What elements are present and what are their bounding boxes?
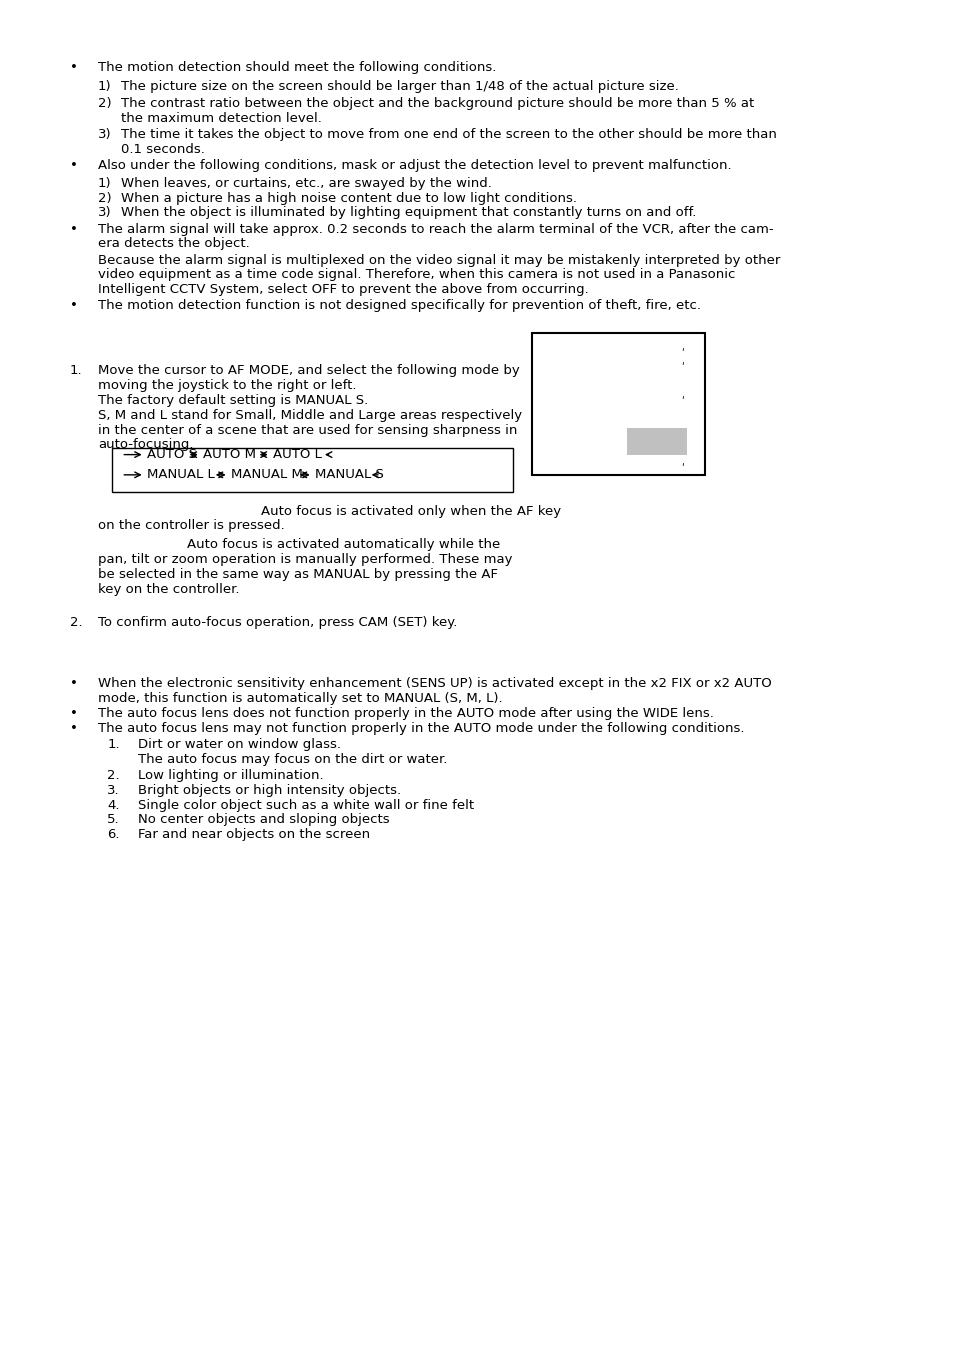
Text: •: • [70,61,78,74]
Text: Far and near objects on the screen: Far and near objects on the screen [138,828,370,842]
Text: 5.: 5. [108,813,120,827]
Text: When leaves, or curtains, etc., are swayed by the wind.: When leaves, or curtains, etc., are sway… [121,177,492,190]
Text: ʹ: ʹ [680,349,683,359]
Text: The alarm signal will take approx. 0.2 seconds to reach the alarm terminal of th: The alarm signal will take approx. 0.2 s… [98,223,773,236]
Text: 1): 1) [98,177,112,190]
Text: The factory default setting is MANUAL S.: The factory default setting is MANUAL S. [98,394,368,407]
Text: ʹ: ʹ [680,363,683,372]
Text: mode, this function is automatically set to MANUAL (S, M, L).: mode, this function is automatically set… [98,692,502,706]
Text: The contrast ratio between the object and the background picture should be more : The contrast ratio between the object an… [121,97,754,111]
Text: in the center of a scene that are used for sensing sharpness in: in the center of a scene that are used f… [98,424,517,437]
Text: moving the joystick to the right or left.: moving the joystick to the right or left… [98,379,356,393]
Text: AUTO S: AUTO S [147,448,196,461]
Text: video equipment as a time code signal. Therefore, when this camera is not used i: video equipment as a time code signal. T… [98,268,735,282]
Text: 6.: 6. [108,828,120,842]
Text: Also under the following conditions, mask or adjust the detection level to preve: Also under the following conditions, mas… [98,159,731,173]
Text: MANUAL L: MANUAL L [147,468,214,482]
Text: Auto focus is activated automatically while the: Auto focus is activated automatically wh… [187,538,499,552]
Text: Low lighting or illumination.: Low lighting or illumination. [138,769,323,782]
Text: No center objects and sloping objects: No center objects and sloping objects [138,813,390,827]
Text: The motion detection function is not designed specifically for prevention of the: The motion detection function is not des… [98,299,700,313]
Text: 2): 2) [98,97,112,111]
Text: 1.: 1. [70,364,83,378]
Text: be selected in the same way as MANUAL by pressing the AF: be selected in the same way as MANUAL by… [98,568,497,581]
Text: on the controller is pressed.: on the controller is pressed. [98,519,284,533]
Text: The auto focus may focus on the dirt or water.: The auto focus may focus on the dirt or … [138,753,447,766]
Text: key on the controller.: key on the controller. [98,583,239,596]
Bar [532,333,704,475]
Text: ʹ: ʹ [680,464,683,473]
Text: 2): 2) [98,192,112,205]
Text: Bright objects or high intensity objects.: Bright objects or high intensity objects… [138,784,401,797]
Text: S, M and L stand for Small, Middle and Large areas respectively: S, M and L stand for Small, Middle and L… [98,409,521,422]
Text: 1): 1) [98,80,112,93]
FancyBboxPatch shape [112,448,513,492]
Bar [626,428,687,455]
Text: •: • [70,707,78,720]
Text: Dirt or water on window glass.: Dirt or water on window glass. [138,738,341,751]
Text: When a picture has a high noise content due to low light conditions.: When a picture has a high noise content … [121,192,577,205]
Text: 3): 3) [98,206,112,220]
Text: ʹ: ʹ [680,397,683,407]
Text: pan, tilt or zoom operation is manually performed. These may: pan, tilt or zoom operation is manually … [98,553,512,567]
Text: MANUAL M: MANUAL M [232,468,303,482]
Text: •: • [70,722,78,735]
Text: 4.: 4. [108,799,120,812]
Text: Move the cursor to AF MODE, and select the following mode by: Move the cursor to AF MODE, and select t… [98,364,519,378]
Text: Intelligent CCTV System, select OFF to prevent the above from occurring.: Intelligent CCTV System, select OFF to p… [98,283,588,297]
Text: The auto focus lens does not function properly in the AUTO mode after using the : The auto focus lens does not function pr… [98,707,713,720]
Text: the maximum detection level.: the maximum detection level. [121,112,322,125]
Text: •: • [70,159,78,173]
Text: auto-focusing.: auto-focusing. [98,438,193,452]
Text: •: • [70,677,78,691]
Text: 3): 3) [98,128,112,142]
Text: 2.: 2. [70,616,83,630]
Text: To confirm auto-focus operation, press CAM (SET) key.: To confirm auto-focus operation, press C… [98,616,456,630]
Text: When the electronic sensitivity enhancement (SENS UP) is activated except in the: When the electronic sensitivity enhancem… [98,677,771,691]
Text: The time it takes the object to move from one end of the screen to the other sho: The time it takes the object to move fro… [121,128,777,142]
Text: 1.: 1. [108,738,120,751]
Text: •: • [70,299,78,313]
Text: era detects the object.: era detects the object. [98,237,250,251]
Text: The motion detection should meet the following conditions.: The motion detection should meet the fol… [98,61,496,74]
Text: The auto focus lens may not function properly in the AUTO mode under the followi: The auto focus lens may not function pro… [98,722,743,735]
Text: MANUAL S: MANUAL S [314,468,383,482]
Text: Auto focus is activated only when the AF key: Auto focus is activated only when the AF… [261,505,561,518]
Text: Single color object such as a white wall or fine felt: Single color object such as a white wall… [138,799,474,812]
Text: 2.: 2. [108,769,120,782]
Text: 0.1 seconds.: 0.1 seconds. [121,143,205,156]
Text: When the object is illuminated by lighting equipment that constantly turns on an: When the object is illuminated by lighti… [121,206,696,220]
Text: Because the alarm signal is multiplexed on the video signal it may be mistakenly: Because the alarm signal is multiplexed … [98,254,780,267]
Text: •: • [70,223,78,236]
Text: 3.: 3. [108,784,120,797]
Text: AUTO M: AUTO M [203,448,256,461]
Text: AUTO L: AUTO L [273,448,321,461]
Text: The picture size on the screen should be larger than 1/48 of the actual picture : The picture size on the screen should be… [121,80,679,93]
